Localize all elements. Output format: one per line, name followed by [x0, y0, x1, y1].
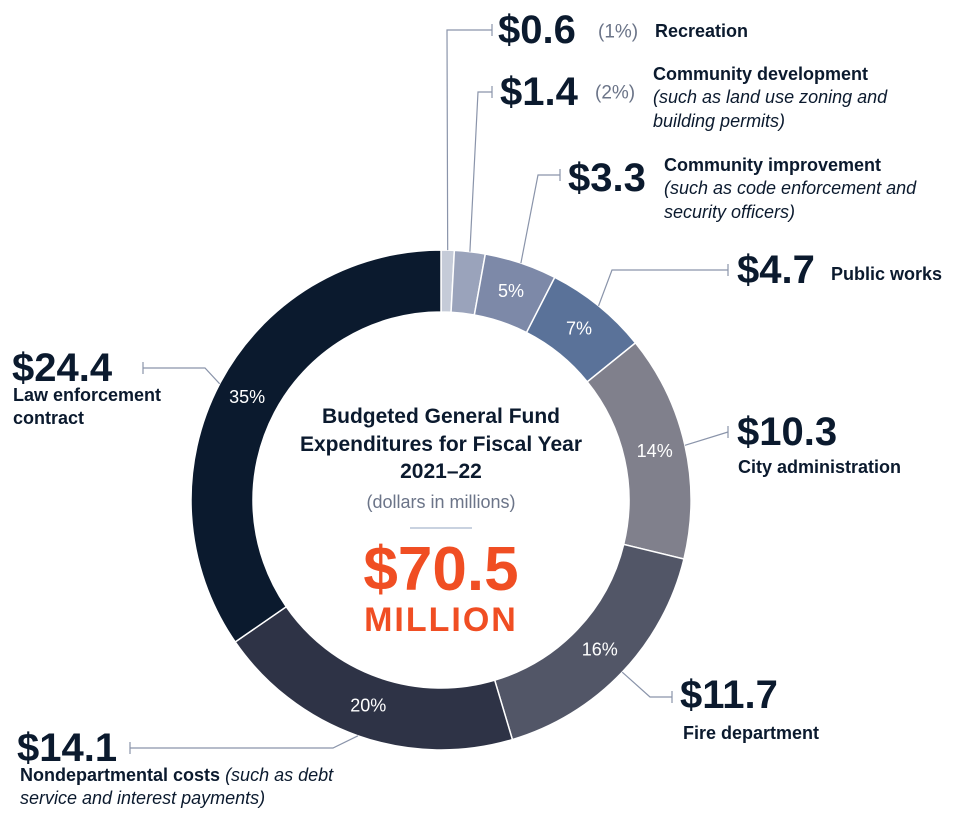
percent-label: 20%	[350, 695, 386, 715]
leader-line	[684, 431, 729, 446]
percent-label: 35%	[229, 387, 265, 407]
value-label: $11.7	[680, 673, 778, 717]
value-label: $24.4	[12, 346, 113, 390]
percent-label: 7%	[566, 319, 592, 339]
percent-label: 5%	[498, 281, 524, 301]
leader-line	[520, 174, 560, 264]
value-label: $10.3	[737, 410, 838, 454]
category-name: Fire department	[683, 723, 820, 743]
value-label: $14.1	[17, 726, 118, 770]
category-name: Community development	[653, 64, 869, 84]
category-note: (such as code enforcement and security o…	[664, 178, 917, 222]
value-label: $1.4	[500, 70, 578, 114]
category-name: City administration	[738, 457, 902, 477]
percent-label: (2%)	[595, 82, 636, 104]
category-note: (such as land use zoning and building pe…	[653, 87, 888, 131]
category-label: Recreation	[655, 22, 748, 40]
leader-line	[130, 735, 359, 749]
category-name: Recreation	[655, 21, 749, 41]
value-label: $4.7	[737, 248, 815, 292]
donut-segment	[190, 249, 442, 643]
chart-title: Budgeted General Fund Expenditures for F…	[299, 405, 583, 484]
center-label: Budgeted General Fund Expenditures for F…	[291, 403, 591, 637]
leader-line	[469, 91, 492, 252]
category-note: (such as debt service and interest payme…	[20, 765, 334, 809]
leader-line	[143, 367, 221, 385]
category-label: Nondepartmental costs (such as debt serv…	[20, 764, 380, 811]
category-label: Community improvement (such as code enfor…	[664, 154, 934, 224]
leader-line	[621, 671, 672, 698]
category-name: Nondepartmental costs	[20, 765, 221, 785]
category-name: Public works	[831, 264, 943, 284]
value-label: $3.3	[568, 156, 646, 200]
total-unit: MILLION	[364, 601, 518, 640]
category-name: Community improvement	[664, 155, 882, 175]
total-label: $70.5	[363, 535, 519, 605]
divider	[410, 527, 472, 530]
category-label: Fire department	[683, 724, 819, 742]
percent-label: 14%	[637, 441, 673, 461]
percent-label: 16%	[582, 640, 618, 660]
leader-line	[446, 29, 492, 251]
category-label: Law enforcement contract	[13, 384, 203, 431]
category-label: City administration	[738, 458, 901, 476]
category-name: Law enforcement contract	[13, 385, 162, 429]
leader-line	[597, 269, 728, 307]
category-label: Public works	[831, 265, 942, 283]
value-label: $0.6	[498, 8, 576, 52]
chart-subtitle: (dollars in millions)	[366, 492, 516, 513]
category-label: Community development (such as land use z…	[653, 63, 913, 133]
percent-label: (1%)	[598, 21, 639, 43]
